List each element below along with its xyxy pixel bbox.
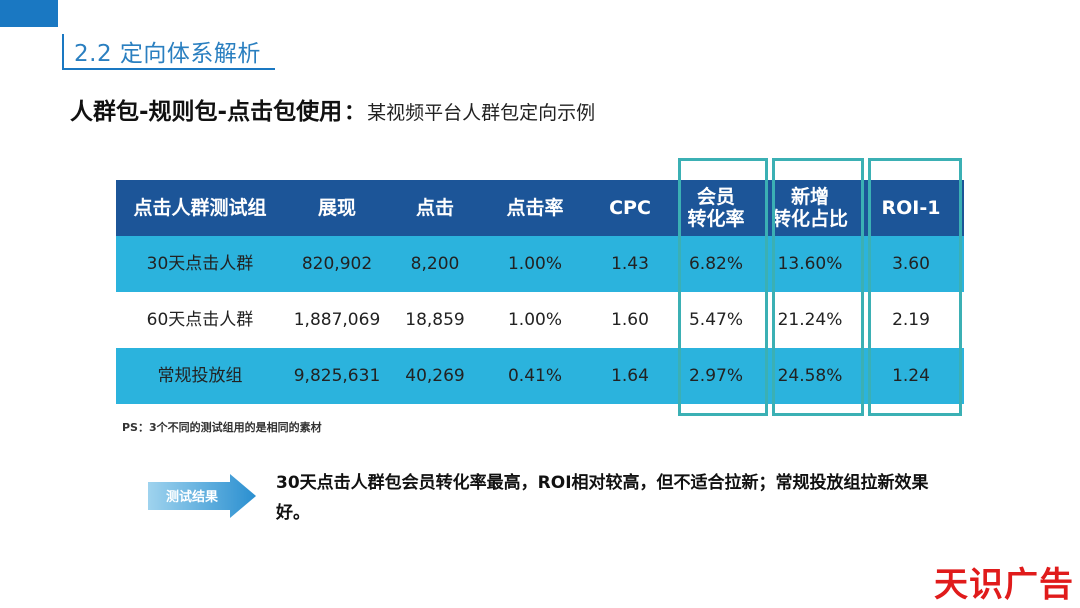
table-header-row: 点击人群测试组 展现 点击 点击率 CPC 会员 转化率 新增 转化占比 ROI…	[116, 180, 964, 236]
table-cell: 1.00%	[507, 310, 562, 330]
top-accent-bar	[0, 0, 58, 27]
header-cell-ctr: 点击率	[506, 197, 564, 219]
header-cell-clicks: 点击	[415, 197, 454, 219]
section-header: 2.2 定向体系解析	[62, 34, 275, 70]
table-cell: 820,902	[301, 254, 373, 274]
table-cell: 6.82%	[688, 254, 743, 274]
table-cell: 常规投放组	[157, 366, 243, 386]
table-cell: 1.24	[892, 366, 930, 386]
header-cell-new-conversion-share: 新增 转化占比	[771, 186, 848, 230]
header-cell-member-cvr: 会员 转化率	[687, 186, 745, 230]
data-table: 点击人群测试组 展现 点击 点击率 CPC 会员 转化率 新增 转化占比 ROI…	[116, 180, 964, 404]
highlight-box-new-conversion	[772, 158, 864, 416]
highlight-box-member-cvr	[678, 158, 768, 416]
table-row: 60天点击人群 1,887,069 18,859 1.00% 1.60 5.47…	[116, 292, 964, 348]
highlight-box-roi	[868, 158, 962, 416]
header-cell-cpc: CPC	[609, 197, 651, 219]
table-cell: 1.64	[611, 366, 649, 386]
table-cell: 5.47%	[688, 310, 743, 330]
slide-subtitle: 人群包-规则包-点击包使用 ： 某视频平台人群包定向示例	[70, 92, 595, 126]
subtitle-normal: 某视频平台人群包定向示例	[367, 102, 596, 124]
table-cell: 0.41%	[507, 366, 562, 386]
table-cell: 40,269	[405, 366, 465, 386]
result-label: 测试结果	[165, 490, 218, 505]
result-text: 30天点击人群包会员转化率最高，ROI相对较高，但不适合拉新；常规投放组拉新效果…	[276, 473, 929, 523]
table-cell: 30天点击人群	[146, 254, 254, 274]
table-cell: 9,825,631	[293, 366, 381, 386]
watermark-logo: 天识广告	[934, 565, 1074, 605]
table-cell: 1.60	[611, 310, 649, 330]
table-cell: 1.00%	[507, 254, 562, 274]
table-cell: 1.43	[611, 254, 649, 274]
footnote: PS：3个不同的测试组用的是相同的素材	[122, 421, 322, 434]
table-cell: 24.58%	[777, 366, 843, 386]
subtitle-separator: ：	[344, 100, 366, 124]
subtitle-bold: 人群包-规则包-点击包使用	[70, 99, 343, 125]
header-cell-roi: ROI-1	[881, 197, 941, 219]
table-cell: 2.97%	[688, 366, 743, 386]
header-cell-group: 点击人群测试组	[133, 197, 267, 219]
table-cell: 60天点击人群	[146, 310, 254, 330]
table-cell: 3.60	[892, 254, 930, 274]
table-cell: 1,887,069	[293, 310, 381, 330]
table-row: 常规投放组 9,825,631 40,269 0.41% 1.64 2.97% …	[116, 348, 964, 404]
table-cell: 8,200	[410, 254, 460, 274]
table-cell: 21.24%	[777, 310, 843, 330]
header-cell-impressions: 展现	[317, 197, 356, 219]
table-cell: 18,859	[405, 310, 465, 330]
table-row: 30天点击人群 820,902 8,200 1.00% 1.43 6.82% 1…	[116, 236, 964, 292]
table-cell: 2.19	[892, 310, 930, 330]
arrow-shape	[148, 474, 256, 518]
table-cell: 13.60%	[777, 254, 843, 274]
section-title: 2.2 定向体系解析	[74, 41, 261, 67]
